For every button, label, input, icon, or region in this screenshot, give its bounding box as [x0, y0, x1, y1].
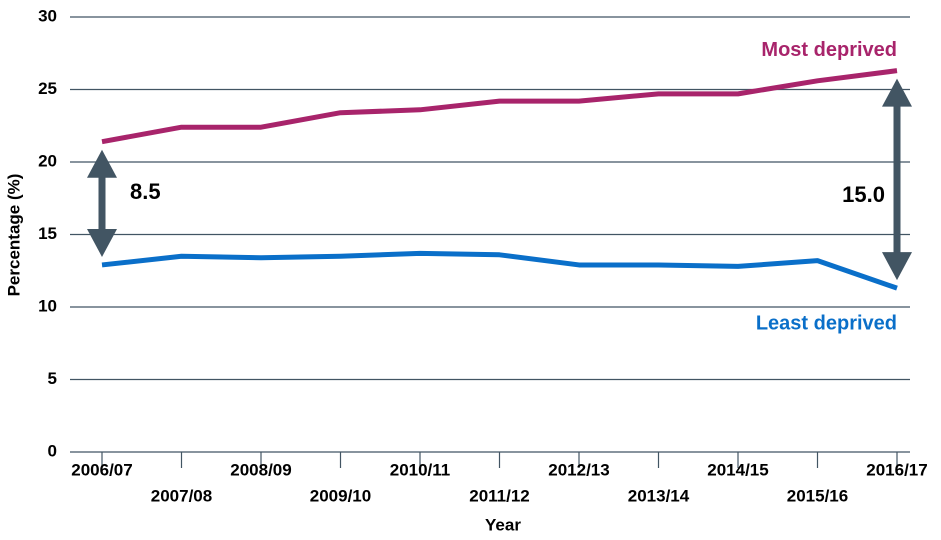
x-tick-label: 2010/11: [390, 460, 451, 479]
gap-annotation: 15.0: [842, 182, 885, 207]
x-tick-label: 2013/14: [628, 486, 690, 505]
series-label: Most deprived: [761, 39, 897, 61]
y-tick-label: 15: [38, 224, 57, 243]
y-tick-label: 25: [38, 79, 57, 98]
gap-arrow-head: [87, 228, 117, 257]
series-line: [101, 250, 898, 291]
gap-arrow-head: [882, 78, 912, 107]
gap-arrow-head: [882, 252, 912, 281]
gap-arrow-head: [87, 149, 117, 178]
y-tick-label: 20: [38, 151, 57, 170]
y-tick-label: 5: [48, 369, 57, 388]
y-axis-label: Percentage (%): [4, 174, 23, 297]
series-label: Least deprived: [756, 312, 897, 334]
y-tick-label: 10: [38, 296, 57, 315]
y-tick-label: 0: [48, 441, 57, 460]
x-axis-label: Year: [485, 515, 521, 534]
gap-annotation: 8.5: [130, 179, 161, 204]
x-tick-label: 2007/08: [151, 486, 212, 505]
x-tick-label: 2011/12: [469, 486, 530, 505]
x-tick-label: 2006/07: [71, 460, 132, 479]
x-tick-label: 2016/17: [866, 460, 927, 479]
series-line: [101, 68, 898, 145]
x-tick-label: 2008/09: [230, 460, 291, 479]
x-tick-label: 2012/13: [548, 460, 609, 479]
x-tick-label: 2009/10: [310, 486, 371, 505]
x-tick-label: 2015/16: [787, 486, 848, 505]
y-tick-label: 30: [38, 6, 57, 25]
x-tick-label: 2014/15: [707, 460, 768, 479]
